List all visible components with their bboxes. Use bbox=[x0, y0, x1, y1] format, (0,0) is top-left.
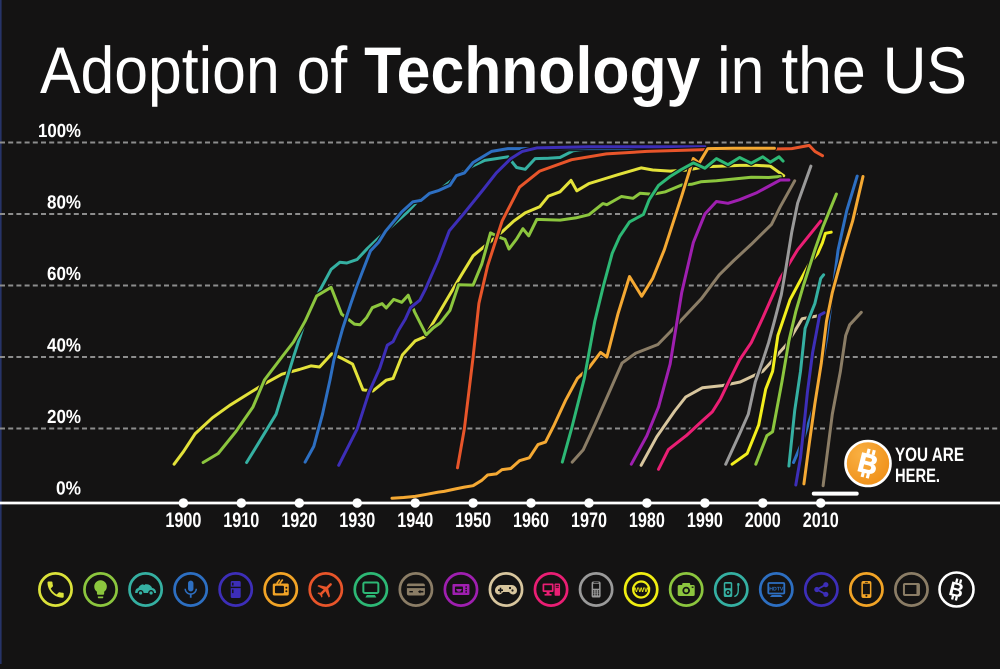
svg-text:1990: 1990 bbox=[687, 509, 723, 532]
svg-text:HDTV: HDTV bbox=[769, 586, 784, 592]
svg-text:0%: 0% bbox=[56, 479, 81, 500]
svg-text:1930: 1930 bbox=[339, 509, 375, 532]
svg-text:20%: 20% bbox=[47, 407, 81, 428]
svg-text:1900: 1900 bbox=[165, 509, 201, 532]
svg-text:1970: 1970 bbox=[571, 509, 607, 532]
svg-text:YOU ARE: YOU ARE bbox=[895, 444, 964, 466]
svg-text:100%: 100% bbox=[38, 121, 81, 142]
svg-text:80%: 80% bbox=[47, 193, 81, 214]
svg-text:WWW: WWW bbox=[632, 587, 651, 594]
svg-text:1910: 1910 bbox=[223, 509, 259, 532]
svg-text:HERE.: HERE. bbox=[895, 465, 940, 487]
svg-text:1940: 1940 bbox=[397, 509, 433, 532]
svg-text:1920: 1920 bbox=[281, 509, 317, 532]
svg-text:1980: 1980 bbox=[629, 509, 665, 532]
svg-text:40%: 40% bbox=[47, 336, 81, 357]
svg-text:2010: 2010 bbox=[803, 509, 839, 532]
svg-text:1950: 1950 bbox=[455, 509, 491, 532]
svg-text:2000: 2000 bbox=[745, 509, 781, 532]
svg-text:B: B bbox=[947, 578, 966, 603]
svg-text:Adoption of Technology in the: Adoption of Technology in the US bbox=[40, 33, 967, 107]
svg-text:60%: 60% bbox=[47, 264, 81, 285]
svg-text:1960: 1960 bbox=[513, 509, 549, 532]
